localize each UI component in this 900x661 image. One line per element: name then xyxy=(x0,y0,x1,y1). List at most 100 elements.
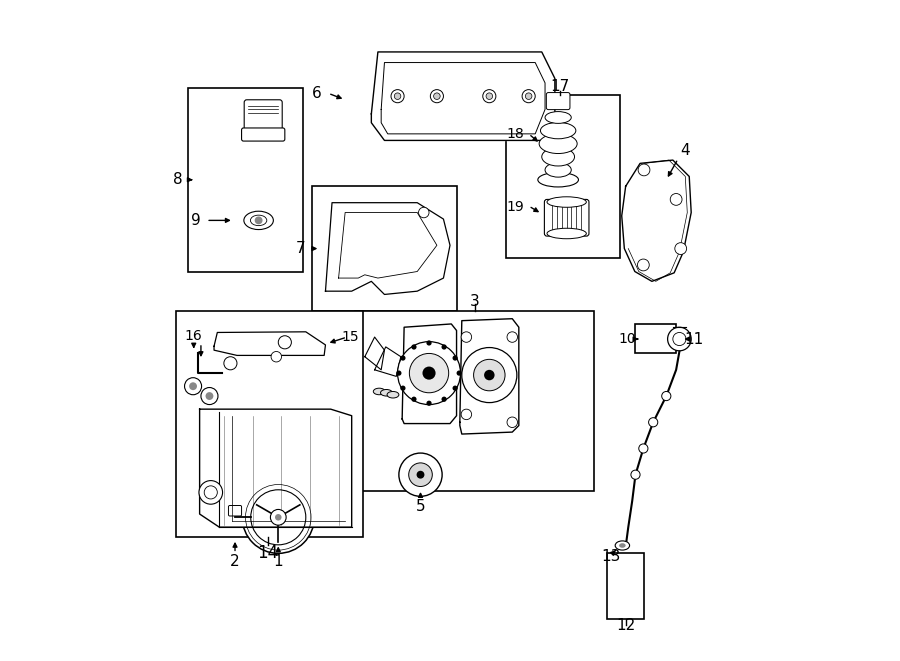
Circle shape xyxy=(461,332,472,342)
Circle shape xyxy=(411,344,417,350)
FancyBboxPatch shape xyxy=(544,200,589,236)
Ellipse shape xyxy=(542,147,574,166)
Text: 11: 11 xyxy=(684,332,704,346)
Ellipse shape xyxy=(374,388,385,395)
Text: 15: 15 xyxy=(342,330,359,344)
Circle shape xyxy=(427,340,432,346)
Circle shape xyxy=(270,510,286,525)
Circle shape xyxy=(456,370,462,375)
Circle shape xyxy=(399,453,442,496)
Text: 3: 3 xyxy=(470,293,480,309)
Circle shape xyxy=(453,356,458,361)
Polygon shape xyxy=(326,203,450,294)
Bar xyxy=(506,95,620,258)
Circle shape xyxy=(427,401,432,406)
Bar xyxy=(176,311,364,537)
Circle shape xyxy=(199,481,222,504)
Circle shape xyxy=(224,357,237,369)
Text: 5: 5 xyxy=(416,498,426,514)
Circle shape xyxy=(631,470,640,479)
Bar xyxy=(634,324,676,354)
Circle shape xyxy=(275,514,282,521)
Ellipse shape xyxy=(244,212,274,229)
Circle shape xyxy=(271,352,282,362)
Polygon shape xyxy=(622,160,691,282)
Circle shape xyxy=(417,471,425,479)
Text: 2: 2 xyxy=(230,555,239,569)
Ellipse shape xyxy=(545,163,572,177)
Text: 4: 4 xyxy=(680,143,689,158)
Ellipse shape xyxy=(616,541,630,550)
Circle shape xyxy=(204,486,217,499)
Circle shape xyxy=(400,356,406,361)
Circle shape xyxy=(251,490,306,545)
FancyBboxPatch shape xyxy=(546,93,570,110)
Text: 14: 14 xyxy=(257,545,278,563)
Circle shape xyxy=(430,90,444,102)
Circle shape xyxy=(242,481,314,553)
Circle shape xyxy=(442,397,446,402)
Circle shape xyxy=(278,336,292,349)
Bar xyxy=(188,88,302,272)
Circle shape xyxy=(675,243,687,254)
Polygon shape xyxy=(372,52,555,140)
Circle shape xyxy=(400,385,406,391)
Circle shape xyxy=(639,444,648,453)
Circle shape xyxy=(670,194,682,206)
Text: 17: 17 xyxy=(551,79,570,94)
Polygon shape xyxy=(214,332,326,356)
Circle shape xyxy=(462,348,517,403)
Text: 19: 19 xyxy=(507,200,525,214)
Circle shape xyxy=(453,385,458,391)
Circle shape xyxy=(396,370,401,375)
FancyBboxPatch shape xyxy=(244,100,283,136)
Circle shape xyxy=(442,344,446,350)
Polygon shape xyxy=(460,319,518,434)
Circle shape xyxy=(637,259,649,271)
Ellipse shape xyxy=(619,543,625,548)
Ellipse shape xyxy=(539,134,577,153)
Ellipse shape xyxy=(250,215,266,225)
Ellipse shape xyxy=(547,228,586,239)
FancyBboxPatch shape xyxy=(241,128,284,141)
Circle shape xyxy=(391,90,404,102)
Bar xyxy=(312,186,456,311)
Circle shape xyxy=(649,418,658,427)
Ellipse shape xyxy=(545,112,572,124)
Text: 7: 7 xyxy=(296,241,305,256)
Circle shape xyxy=(662,391,670,401)
Text: 18: 18 xyxy=(507,127,525,141)
Polygon shape xyxy=(364,337,384,369)
Circle shape xyxy=(255,216,263,224)
Circle shape xyxy=(184,377,202,395)
Text: 13: 13 xyxy=(601,549,620,564)
Circle shape xyxy=(507,417,517,428)
Text: 16: 16 xyxy=(184,329,202,343)
Text: 9: 9 xyxy=(191,213,201,228)
Circle shape xyxy=(410,354,449,393)
Circle shape xyxy=(482,90,496,102)
Text: 1: 1 xyxy=(274,555,284,569)
Circle shape xyxy=(189,382,197,390)
Circle shape xyxy=(201,387,218,405)
Circle shape xyxy=(507,332,517,342)
Circle shape xyxy=(473,360,505,391)
Polygon shape xyxy=(200,409,352,527)
Circle shape xyxy=(484,369,495,380)
Circle shape xyxy=(398,342,461,405)
Circle shape xyxy=(422,367,436,379)
Circle shape xyxy=(522,90,536,102)
Circle shape xyxy=(205,392,213,400)
Bar xyxy=(355,311,594,491)
Circle shape xyxy=(411,397,417,402)
Ellipse shape xyxy=(547,197,586,208)
Bar xyxy=(608,553,644,619)
Circle shape xyxy=(668,327,691,351)
Circle shape xyxy=(434,93,440,99)
Text: 12: 12 xyxy=(616,618,635,633)
Circle shape xyxy=(526,93,532,99)
Ellipse shape xyxy=(381,389,392,396)
Circle shape xyxy=(673,332,686,346)
Text: 10: 10 xyxy=(618,332,635,346)
Circle shape xyxy=(486,93,492,99)
